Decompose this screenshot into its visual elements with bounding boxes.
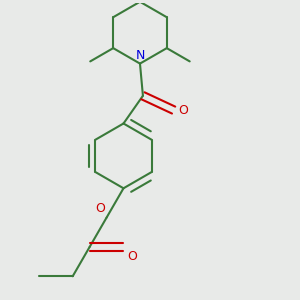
Text: N: N	[135, 49, 145, 62]
Text: O: O	[127, 250, 137, 263]
Text: O: O	[95, 202, 105, 215]
Text: O: O	[178, 103, 188, 117]
